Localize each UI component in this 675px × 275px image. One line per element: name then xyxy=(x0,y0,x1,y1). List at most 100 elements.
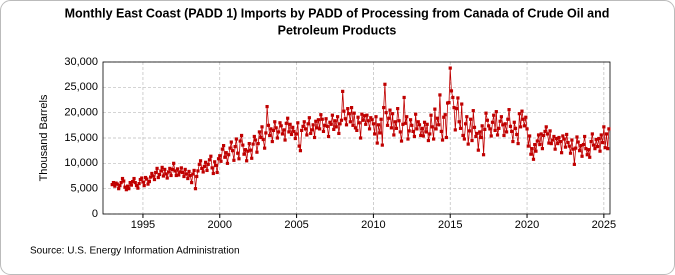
data-point xyxy=(408,118,413,122)
data-point xyxy=(349,106,354,110)
data-point xyxy=(535,139,539,143)
data-point xyxy=(528,134,532,138)
data-point xyxy=(301,124,305,128)
data-point xyxy=(149,175,153,179)
data-point xyxy=(213,160,217,164)
data-point xyxy=(271,128,276,132)
data-point xyxy=(540,147,544,151)
data-point xyxy=(133,180,137,185)
data-point xyxy=(342,109,346,113)
data-point xyxy=(576,140,580,144)
data-point xyxy=(598,149,602,153)
data-point xyxy=(594,137,598,142)
data-point xyxy=(319,113,323,117)
data-point xyxy=(447,100,451,105)
data-point xyxy=(451,95,455,100)
data-point xyxy=(472,125,477,129)
data-point xyxy=(118,184,122,188)
data-point xyxy=(311,123,315,127)
data-point xyxy=(545,132,550,136)
data-point xyxy=(396,107,400,111)
data-point xyxy=(252,134,256,139)
data-point xyxy=(369,116,373,120)
data-point xyxy=(405,115,409,119)
data-point xyxy=(571,147,575,151)
chart-title: Monthly East Coast (PADD 1) Imports by P… xyxy=(65,6,610,20)
data-point xyxy=(530,147,534,151)
data-point xyxy=(282,128,286,132)
data-point xyxy=(287,130,291,134)
data-point xyxy=(300,128,304,132)
x-tick-label: 2025 xyxy=(592,219,616,231)
data-point xyxy=(393,120,397,124)
data-point xyxy=(488,127,492,131)
data-point xyxy=(157,172,162,177)
data-point xyxy=(206,162,210,166)
data-point xyxy=(178,170,182,174)
data-point xyxy=(151,174,155,178)
data-point xyxy=(229,140,233,144)
data-point xyxy=(399,139,404,143)
data-point xyxy=(211,171,215,176)
data-point xyxy=(505,130,509,134)
data-point xyxy=(220,147,224,151)
data-point xyxy=(584,147,588,151)
data-point xyxy=(117,187,121,191)
data-point xyxy=(432,137,436,141)
data-point xyxy=(410,123,414,127)
data-point xyxy=(601,140,605,145)
data-point xyxy=(332,127,336,131)
data-point xyxy=(602,125,606,129)
data-point xyxy=(585,153,589,157)
data-point xyxy=(124,188,128,192)
data-point xyxy=(266,123,271,127)
data-point xyxy=(489,134,493,138)
y-tick-label: 30,000 xyxy=(64,56,98,68)
data-point xyxy=(382,106,386,110)
data-point xyxy=(379,117,383,121)
data-point xyxy=(568,151,573,155)
data-point xyxy=(378,131,382,135)
data-point xyxy=(341,89,345,93)
data-point xyxy=(225,161,230,165)
data-point xyxy=(463,122,468,126)
data-point xyxy=(284,121,288,125)
data-point xyxy=(346,107,350,111)
data-point xyxy=(551,138,555,142)
data-point xyxy=(375,141,379,145)
data-point xyxy=(286,116,290,120)
data-point xyxy=(232,158,236,162)
data-point xyxy=(200,166,204,170)
data-point xyxy=(159,169,163,173)
data-point xyxy=(515,132,519,137)
data-point xyxy=(302,120,306,124)
data-point xyxy=(187,169,191,174)
data-point xyxy=(165,176,169,180)
data-point xyxy=(583,134,587,139)
data-point xyxy=(558,139,562,144)
data-point xyxy=(412,134,417,139)
data-point xyxy=(458,126,463,130)
data-point xyxy=(563,145,568,149)
data-point xyxy=(503,122,507,126)
data-point xyxy=(419,133,423,138)
data-point xyxy=(359,136,363,140)
data-point xyxy=(193,187,198,191)
x-tick-label: 2005 xyxy=(284,219,308,231)
data-point xyxy=(588,155,592,159)
data-point xyxy=(403,121,407,125)
data-point xyxy=(328,120,332,124)
data-point xyxy=(510,129,514,134)
data-point xyxy=(177,173,181,177)
data-point xyxy=(475,131,479,136)
data-point xyxy=(407,129,411,133)
data-point xyxy=(241,143,245,147)
data-point xyxy=(330,113,334,117)
data-point xyxy=(508,124,513,128)
data-point xyxy=(439,129,443,134)
data-point xyxy=(150,171,154,176)
data-point xyxy=(506,117,510,121)
data-point xyxy=(141,180,145,184)
data-point xyxy=(553,147,557,151)
data-point xyxy=(513,126,518,130)
